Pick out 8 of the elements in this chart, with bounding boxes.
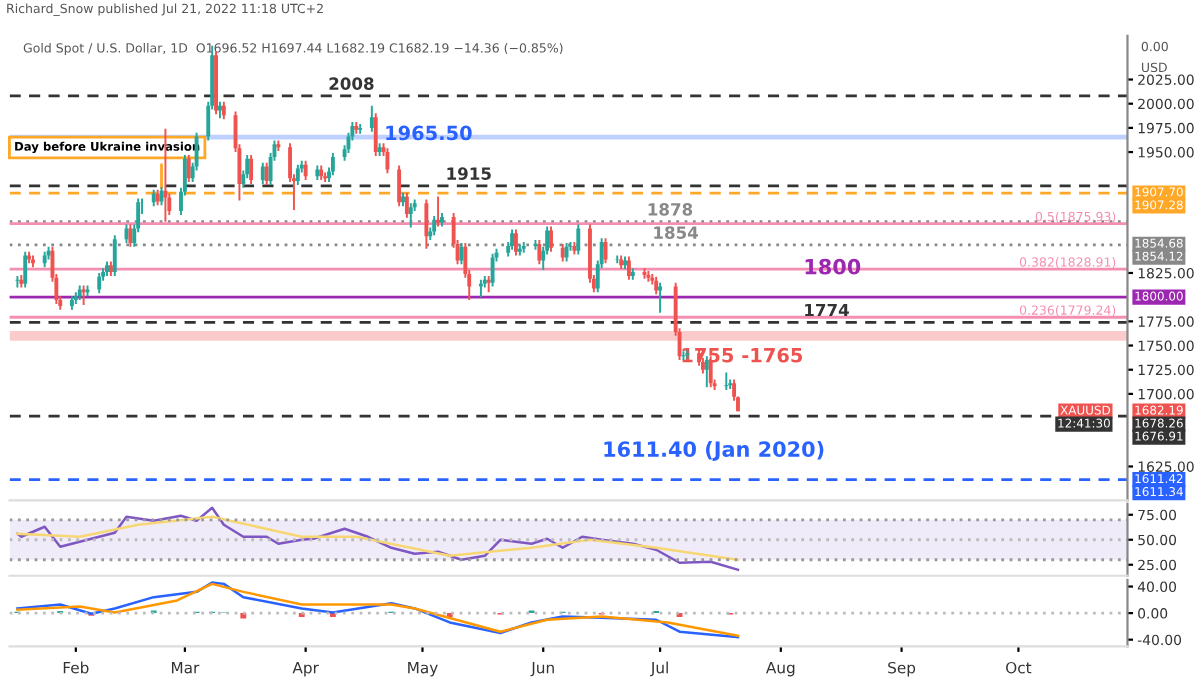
ref-line-label: 1878	[648, 203, 693, 216]
ref-line-label: 1915	[447, 167, 491, 180]
ref-line-label: 1774	[805, 303, 849, 317]
ref-line-label: 1854	[654, 226, 699, 239]
band-label: 1965.50	[386, 125, 472, 141]
ref-line-label: 2008	[329, 77, 374, 90]
ref-line-label: 1800	[805, 258, 861, 275]
ref-line-label: 1611.40 (Jan 2020)	[604, 440, 824, 461]
